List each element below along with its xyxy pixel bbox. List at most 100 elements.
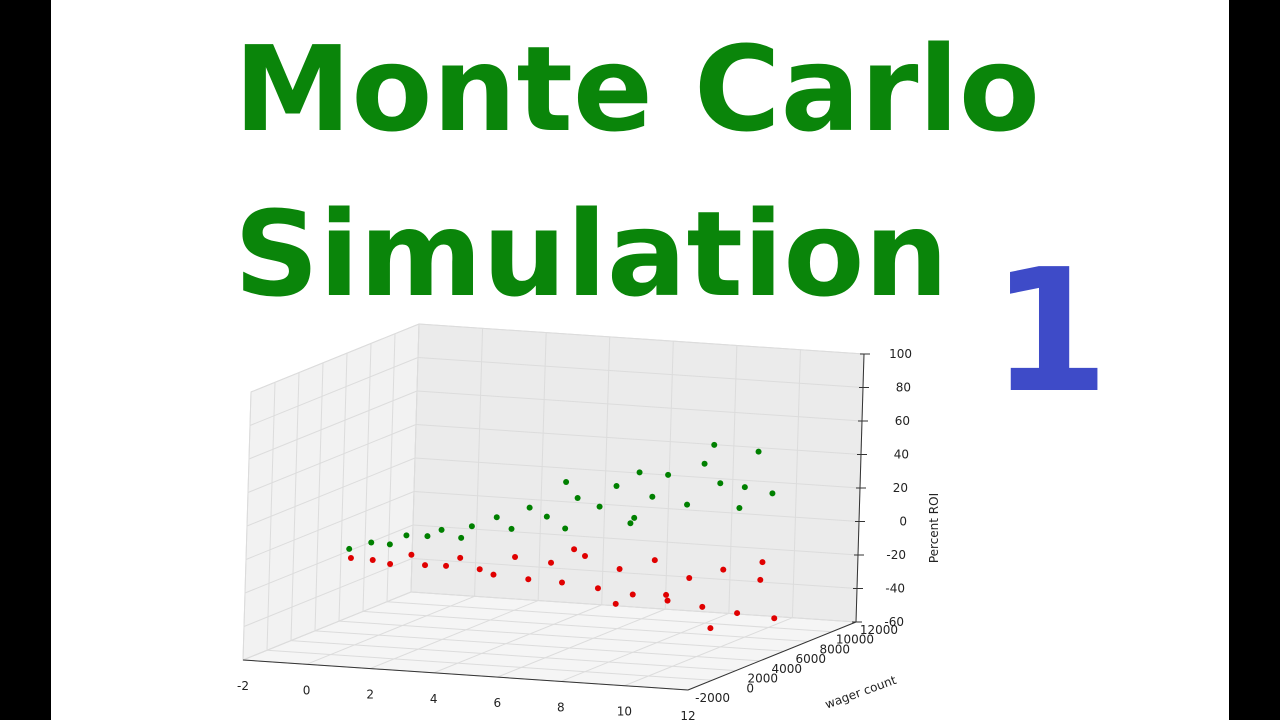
grid-line	[386, 601, 833, 633]
point	[759, 559, 766, 566]
point	[543, 513, 550, 520]
point	[571, 546, 578, 553]
point	[369, 557, 376, 564]
y-axis-label: wager count	[823, 673, 898, 712]
point	[627, 520, 634, 527]
grid-line	[242, 591, 412, 661]
y-tick-label: -2000	[695, 691, 730, 705]
point	[424, 533, 431, 540]
point	[651, 557, 658, 564]
z-tick-label: 100	[889, 347, 912, 361]
grid-line	[243, 558, 413, 627]
point	[346, 545, 353, 552]
grid-line	[412, 524, 859, 556]
point	[701, 460, 708, 467]
grid-line	[415, 424, 862, 455]
point	[525, 576, 532, 583]
episode-number: 1	[991, 233, 1109, 431]
right-bar	[1229, 0, 1280, 720]
point	[771, 615, 778, 622]
point	[563, 479, 570, 486]
z-tick-label: 0	[899, 515, 907, 529]
point	[613, 482, 620, 489]
y-tick-label: 12000	[860, 623, 898, 637]
grid-line	[624, 617, 793, 687]
y-tick-label: 10000	[836, 633, 874, 647]
z-tick-label: 60	[895, 414, 910, 428]
grid-line	[306, 595, 475, 665]
point	[368, 539, 375, 546]
point	[734, 610, 741, 617]
y-tick-label: 8000	[819, 642, 850, 656]
grid-line	[290, 640, 737, 672]
grid-line	[245, 491, 415, 560]
point	[422, 562, 429, 569]
grid-line	[433, 604, 602, 674]
grid-line	[497, 608, 666, 678]
point	[631, 514, 638, 521]
grid-line	[250, 323, 420, 393]
point	[757, 576, 764, 583]
grid-line	[247, 424, 417, 493]
point	[443, 562, 450, 569]
point	[755, 448, 762, 455]
point	[741, 484, 748, 491]
x-tick-label: 6	[493, 696, 501, 710]
point	[736, 505, 743, 512]
point	[387, 560, 394, 567]
x-tick-label: 2	[366, 688, 374, 702]
point	[562, 525, 569, 532]
point	[686, 575, 693, 582]
point	[490, 571, 497, 578]
grid-line	[418, 323, 865, 355]
grid-line	[266, 649, 713, 681]
point	[711, 441, 718, 448]
x-tick-label: -2	[237, 679, 249, 693]
point	[582, 553, 588, 560]
point	[717, 480, 724, 487]
z-axis-label: Percent ROI	[927, 493, 941, 563]
point	[347, 555, 354, 562]
point	[616, 565, 623, 572]
point	[512, 554, 519, 561]
point	[438, 526, 445, 533]
z-tick-label: 80	[896, 381, 911, 395]
point	[769, 490, 776, 497]
point	[665, 471, 672, 478]
y-tick-label: 2000	[747, 672, 778, 686]
point	[548, 559, 555, 566]
z-tick-label: -60	[884, 615, 904, 629]
point	[664, 597, 671, 604]
grid-line	[416, 390, 863, 422]
z-tick-label: 20	[893, 481, 908, 495]
plot-3d: -2 0 2 4 6 8 10 12-2000020004000600080001000012…	[237, 323, 941, 720]
point	[457, 554, 464, 561]
title-line: Monte Carlo	[234, 20, 1040, 158]
x-tick-label: 8	[557, 700, 565, 714]
point	[594, 585, 601, 592]
z-tick-label: -20	[886, 548, 906, 562]
point	[720, 566, 727, 573]
x-tick-label: 12	[680, 709, 695, 720]
point	[699, 603, 706, 610]
axis-line	[855, 353, 865, 623]
x-tick-label: 4	[430, 692, 438, 706]
title-line: Simulation	[234, 185, 948, 323]
point	[707, 625, 714, 632]
grid-line	[248, 390, 418, 460]
point	[629, 591, 636, 598]
point	[493, 514, 500, 521]
point	[649, 493, 656, 500]
grid-line	[244, 524, 414, 594]
axis-line	[242, 659, 689, 691]
point	[574, 494, 581, 501]
grid-line	[249, 357, 419, 426]
point	[684, 501, 691, 508]
z-tick-label: -40	[885, 582, 905, 596]
point	[408, 551, 415, 558]
axis-line	[687, 621, 857, 691]
point	[663, 591, 670, 598]
point	[508, 525, 515, 532]
x-tick-label: 10	[617, 705, 632, 719]
